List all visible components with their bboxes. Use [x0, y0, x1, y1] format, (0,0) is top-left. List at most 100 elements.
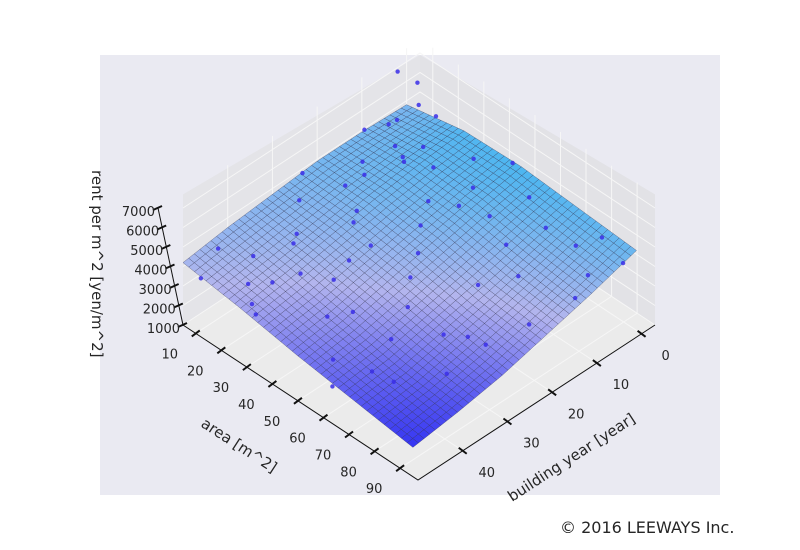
scatter-points [198, 69, 626, 389]
data-point [253, 312, 259, 317]
data-point [433, 114, 439, 119]
gridline [182, 71, 656, 228]
data-point [487, 214, 492, 219]
z-tick-mark [169, 283, 180, 289]
data-point [599, 235, 605, 240]
data-point [526, 195, 532, 200]
data-point [475, 282, 481, 288]
z-tick-mark [152, 205, 163, 211]
z-tick-mark [173, 302, 184, 309]
data-point [350, 309, 356, 315]
data-point [300, 170, 305, 176]
data-point [343, 183, 348, 188]
data-point [325, 314, 330, 319]
data-point [444, 371, 449, 377]
data-point [362, 172, 367, 177]
y-tick-label: 40 [478, 466, 495, 481]
z-tick-label: 6000 [126, 225, 159, 240]
y-tick-label: 0 [661, 349, 669, 364]
x-tick-mark [267, 380, 278, 388]
x-tick-mark [216, 346, 226, 355]
gridline [182, 52, 656, 209]
data-point [526, 322, 532, 327]
data-point [354, 208, 359, 213]
z-tick-mark [156, 224, 167, 231]
data-point [198, 276, 204, 281]
surface-mesh [182, 104, 637, 448]
data-point [572, 295, 578, 301]
y-tick-mark [592, 359, 602, 367]
data-point [386, 122, 391, 127]
data-point [415, 250, 421, 256]
data-point [368, 243, 373, 248]
y-tick-mark [547, 388, 557, 397]
data-point [516, 274, 521, 279]
z-tick-label: 5000 [130, 244, 163, 259]
data-point [416, 102, 421, 108]
z-tick-label: 2000 [143, 303, 176, 318]
data-point [620, 260, 626, 266]
data-point [503, 242, 509, 247]
data-point [369, 369, 375, 374]
data-point [471, 156, 476, 161]
z-axis-label: rent per m^2 [yen/m^2] [88, 170, 106, 358]
data-point [215, 246, 221, 251]
data-point [395, 69, 400, 74]
x-tick-label: 20 [187, 364, 204, 379]
data-point [431, 165, 436, 170]
data-point [426, 199, 431, 204]
data-point [441, 332, 446, 337]
data-point [573, 243, 579, 248]
y-tick-label: 10 [613, 378, 630, 393]
z-tick-mark [177, 322, 188, 328]
data-point [420, 144, 426, 150]
floor-axis-lines [182, 324, 656, 481]
data-point [394, 117, 400, 123]
data-point [389, 336, 394, 342]
x-tick-label: 50 [264, 415, 281, 430]
x-tick-label: 60 [289, 432, 306, 447]
data-point [330, 384, 335, 389]
data-point [346, 258, 352, 263]
y-tick-label: 20 [568, 407, 585, 422]
data-point [470, 185, 476, 190]
data-point [330, 357, 336, 362]
axes: 10 20 30 40 50 60 70 80 90 0 10 20 30 40 1000 2000 3000 4… [122, 205, 670, 497]
x-tick-label: 30 [213, 381, 230, 396]
data-point [465, 334, 471, 340]
data-point [294, 231, 299, 237]
data-point [298, 271, 303, 276]
y-tick-mark [636, 329, 647, 338]
data-point [291, 241, 296, 246]
z-tick-label: 3000 [139, 283, 172, 298]
data-point [245, 281, 251, 287]
x-tick-mark [318, 413, 329, 422]
copyright-notice: © 2016 LEEWAYS Inc. [560, 518, 735, 537]
data-point [391, 379, 396, 385]
data-point [297, 198, 302, 203]
z-tick-mark [165, 263, 175, 270]
data-point [483, 342, 488, 347]
data-point [400, 154, 405, 160]
data-point [249, 301, 255, 307]
data-point [456, 203, 462, 209]
z-tick-label: 1000 [147, 322, 180, 337]
data-point [415, 80, 420, 85]
y-tick-label: 30 [523, 437, 540, 452]
y-tick-mark [458, 446, 468, 455]
y-tick-mark [502, 417, 513, 426]
x-tick-label: 90 [366, 482, 383, 497]
x-tick-label: 40 [238, 398, 255, 413]
x-tick-label: 70 [315, 449, 332, 464]
data-point [392, 143, 398, 149]
data-point [270, 280, 275, 285]
data-point [251, 253, 256, 259]
x-tick-label: 10 [161, 347, 178, 362]
data-point [401, 159, 407, 164]
data-point [362, 127, 367, 132]
x-tick-mark [395, 464, 405, 473]
x-tick-mark [191, 329, 201, 338]
surface-cell [406, 438, 419, 448]
data-point [418, 223, 423, 228]
